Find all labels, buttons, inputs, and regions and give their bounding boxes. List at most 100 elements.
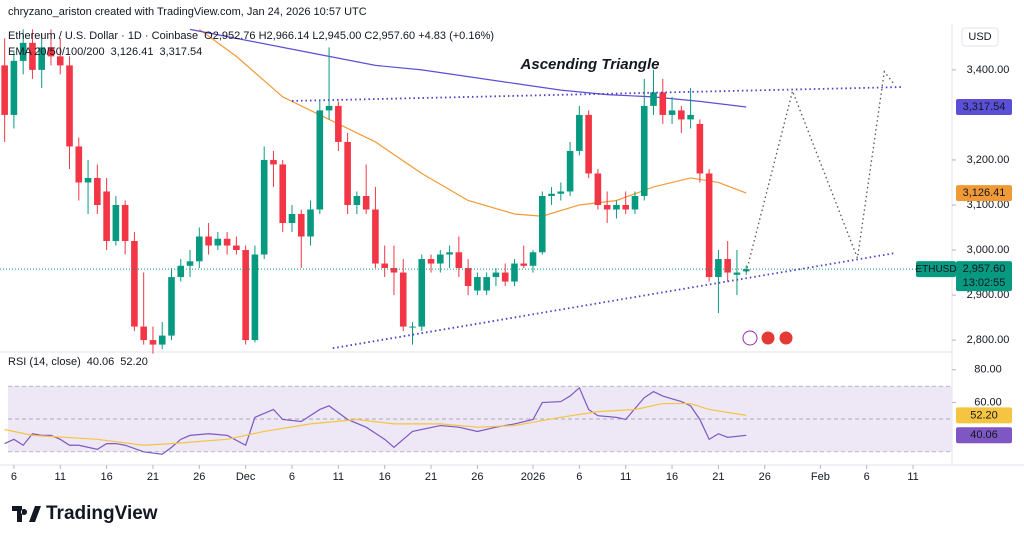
candle-body (10, 60, 18, 115)
x-tick-label: 21 (147, 471, 159, 483)
ohlc-values: O2,952.76 H2,966.14 L2,945.00 C2,957.60 … (204, 30, 494, 42)
logo (12, 506, 41, 522)
candle-body (131, 241, 138, 327)
candle-body (335, 105, 342, 142)
symbol-box (916, 261, 956, 278)
y-tick-label: 3,200.00 (967, 154, 1010, 166)
legend-title: Ethereum / U.S. Dollar · 1D · Coinbase (8, 30, 198, 42)
candle-body (613, 204, 620, 210)
x-tick-label: 2026 (521, 471, 545, 483)
candle-body (214, 238, 222, 246)
candle-body (140, 326, 147, 341)
y-tick-label: 2,800.00 (967, 334, 1010, 346)
x-tick-label: 26 (759, 471, 771, 483)
credit: chryzano_ariston created with TradingVie… (8, 6, 367, 18)
y-tick-label: 3,100.00 (967, 199, 1010, 211)
candle-body (529, 252, 537, 266)
x-tick-label: 6 (576, 471, 582, 483)
price-label: 2,957.60 (963, 263, 1006, 275)
symbol-label: ETHUSD (915, 264, 956, 275)
legend-value: 40.06 (87, 356, 115, 368)
candle-body (325, 105, 333, 111)
candle-body (705, 173, 713, 278)
candle-body (418, 259, 426, 327)
candle-body (56, 56, 64, 66)
x-tick-label: Feb (811, 471, 830, 483)
candle-body (696, 123, 704, 174)
candle-body (307, 209, 314, 237)
x-tick-label: Dec (236, 471, 256, 483)
candle-body (733, 272, 741, 275)
x-tick-label: 16 (379, 471, 391, 483)
candle-body (297, 213, 305, 237)
value-box-label: 3,126.41 (963, 187, 1006, 199)
currency-box (961, 27, 999, 47)
candle-body (399, 272, 407, 327)
value-box (956, 99, 1012, 116)
candle-body (464, 268, 472, 287)
line-series (4, 386, 747, 455)
legend-indicator: EMA 20/50/100/200 (8, 46, 105, 58)
value-box-label: 3,317.54 (963, 101, 1006, 113)
candle-body (455, 252, 463, 269)
candle-body (437, 254, 444, 264)
candle-body (279, 164, 287, 224)
candle-body (47, 47, 55, 57)
x-tick-label: 26 (471, 471, 483, 483)
candle-body (19, 42, 27, 61)
candle-body (687, 114, 694, 120)
candle-body (650, 92, 657, 106)
candle-body (353, 195, 361, 205)
candle-body (511, 263, 518, 282)
logo-icon (12, 506, 41, 522)
candle-body (742, 269, 750, 272)
candle-body (121, 204, 129, 242)
candle-body (223, 238, 231, 246)
candle-body (103, 191, 110, 242)
value-box-label: 52.20 (970, 409, 998, 421)
candle-body (270, 159, 277, 165)
x-tick-label: 26 (193, 471, 205, 483)
candle-body (474, 277, 481, 291)
candle-body (501, 272, 509, 282)
countdown: 13:02:55 (963, 277, 1006, 289)
y-tick-label: 2,900.00 (967, 289, 1010, 301)
candle-body (557, 191, 565, 194)
x-tick-label: 21 (712, 471, 724, 483)
candle-body (233, 245, 240, 251)
candle-body (585, 114, 592, 174)
logo-text: TradingView (46, 503, 158, 524)
candle-body (678, 110, 685, 120)
candle-body (548, 193, 555, 196)
line-series (4, 402, 747, 446)
candle-body (94, 177, 101, 205)
y-tick-label: 60.00 (974, 396, 1002, 408)
trend-drawing (332, 252, 895, 350)
candle-body (622, 204, 630, 210)
candle-body (186, 261, 194, 266)
value-box (956, 407, 1012, 424)
x-tick-label: 16 (100, 471, 112, 483)
candle-body (715, 259, 722, 278)
x-tick-label: 16 (666, 471, 678, 483)
price-box (956, 261, 1012, 292)
candle-body (29, 42, 36, 70)
legend-value: 3,317.54 (159, 46, 202, 58)
candle-body (483, 277, 490, 291)
line-series (198, 28, 747, 217)
legend-value: 52.20 (120, 356, 148, 368)
candle-body (640, 105, 648, 196)
candle-body (288, 213, 296, 224)
event-icons (742, 330, 794, 346)
y-tick-label: 80.00 (974, 364, 1002, 376)
x-tick-label: 11 (333, 471, 344, 483)
candle-body (594, 173, 602, 205)
value-box-label: 40.06 (970, 429, 998, 441)
y-tick-label: 3,400.00 (967, 64, 1010, 76)
candle-body (520, 263, 528, 266)
x-tick-label: 6 (289, 471, 295, 483)
event-icon (760, 330, 776, 346)
candle-body (372, 209, 379, 264)
candle-body (251, 254, 259, 341)
